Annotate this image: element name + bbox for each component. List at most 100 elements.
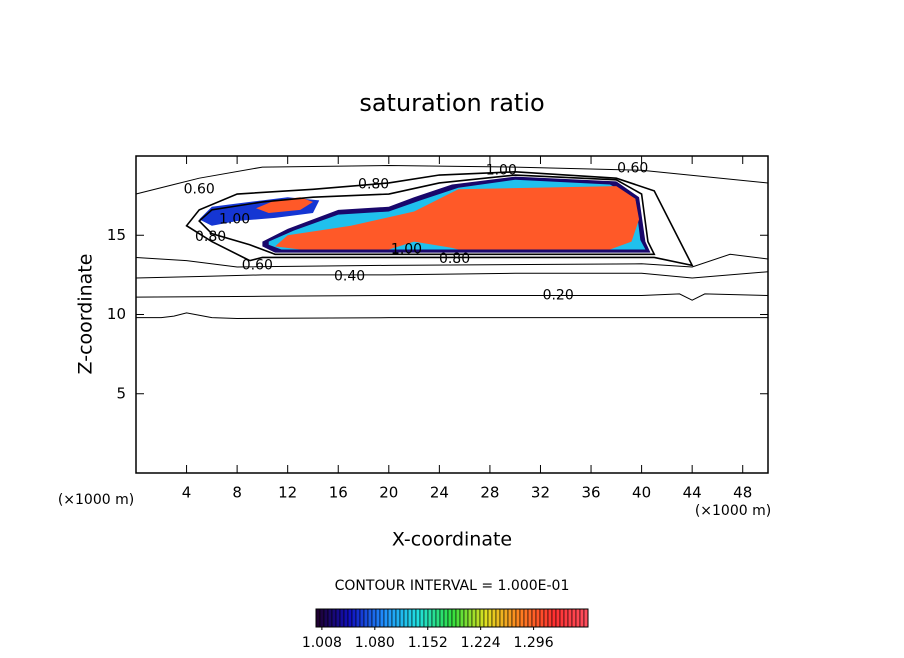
y-tick-label: 10: [107, 305, 126, 323]
contour-line: [135, 271, 769, 279]
colorbar-cell: [527, 608, 533, 628]
colorbar-cell: [399, 608, 405, 628]
y-unit-label: (×1000 m): [58, 492, 134, 508]
colorbar-cell: [563, 608, 569, 628]
contour-interval: CONTOUR INTERVAL = 1.000E-01: [335, 578, 570, 594]
colorbar-cell: [551, 608, 557, 628]
x-tick-label: 12: [278, 484, 297, 502]
x-tick-label: 20: [379, 484, 398, 502]
colorbar-cell: [411, 608, 417, 628]
colorbar-tick-label: 1.152: [408, 635, 448, 651]
colorbar-cell: [547, 608, 553, 628]
colorbar-cell: [467, 608, 473, 628]
colorbar-cell: [459, 608, 465, 628]
y-axis-label: Z-coordinate: [75, 254, 97, 375]
colorbar-cell: [403, 608, 409, 628]
colorbar-cell: [351, 608, 357, 628]
colorbar-cell: [331, 608, 337, 628]
colorbar-cell: [507, 608, 513, 628]
colorbar-cell: [391, 608, 397, 628]
contour-line: [185, 171, 694, 267]
colorbar-cell: [431, 608, 437, 628]
colorbar-cell: [567, 608, 573, 628]
colorbar-cell: [515, 608, 521, 628]
colorbar-cell: [463, 608, 469, 628]
colorbar-cell: [343, 608, 349, 628]
colorbar-cell: [575, 608, 581, 628]
y-tick-label: 5: [116, 384, 126, 402]
colorbar-cell: [535, 608, 541, 628]
filled-region: [275, 186, 640, 250]
contour-line: [136, 312, 768, 319]
chart-title: saturation ratio: [359, 89, 544, 117]
contour-label: 1.00: [391, 242, 422, 258]
contour-label: 0.60: [184, 181, 215, 197]
contour-label: 0.40: [334, 268, 365, 284]
colorbar-cell: [315, 608, 321, 628]
colorbar-cell: [451, 608, 457, 628]
colorbar-cell: [523, 608, 529, 628]
colorbar-cell: [491, 608, 497, 628]
colorbar-cell: [583, 608, 589, 628]
x-axis-label: X-coordinate: [392, 529, 512, 551]
contour-line: [135, 253, 769, 268]
colorbar-tick-label: 1.296: [514, 635, 554, 651]
colorbar-cell: [339, 608, 345, 628]
x-tick-label: 4: [182, 484, 192, 502]
colorbar-cell: [363, 608, 369, 628]
x-tick-label: 32: [531, 484, 550, 502]
contour-label: 0.60: [242, 257, 273, 273]
colorbar-cell: [379, 608, 385, 628]
x-tick-label: 8: [232, 484, 242, 502]
colorbar-cell: [347, 608, 353, 628]
x-tick-label: 48: [733, 484, 752, 502]
colorbar-cell: [455, 608, 461, 628]
colorbar-cell: [395, 608, 401, 628]
colorbar-cell: [487, 608, 493, 628]
contour-line: [135, 293, 769, 301]
colorbar-cell: [499, 608, 505, 628]
contour-label: 0.80: [358, 177, 389, 193]
x-tick-label: 40: [632, 484, 651, 502]
colorbar-cell: [519, 608, 525, 628]
colorbar-cell: [335, 608, 341, 628]
colorbar-cell: [327, 608, 333, 628]
colorbar-cell: [319, 608, 325, 628]
colorbar-cell: [511, 608, 517, 628]
colorbar-tick-label: 1.008: [302, 635, 342, 651]
contour-label: 0.80: [195, 229, 226, 245]
contour-label: 1.00: [486, 162, 517, 178]
contour-label: 0.80: [439, 251, 470, 267]
colorbar-cell: [323, 608, 329, 628]
colorbar-cell: [367, 608, 373, 628]
contour-label: 1.00: [219, 211, 250, 227]
x-tick-label: 36: [581, 484, 600, 502]
colorbar-cell: [447, 608, 453, 628]
colorbar-cell: [371, 608, 377, 628]
colorbar-cell: [571, 608, 577, 628]
contour-line: [198, 174, 656, 256]
x-tick-label: 24: [430, 484, 449, 502]
colorbar-cell: [531, 608, 537, 628]
colorbar-tick-label: 1.080: [355, 635, 395, 651]
x-unit-label: (×1000 m): [695, 503, 771, 519]
colorbar-cell: [419, 608, 425, 628]
colorbar-cell: [439, 608, 445, 628]
colorbar-cell: [495, 608, 501, 628]
colorbar-cell: [471, 608, 477, 628]
colorbar-tick-label: 1.224: [461, 635, 501, 651]
colorbar-cell: [503, 608, 509, 628]
x-tick-label: 16: [329, 484, 348, 502]
colorbar-cell: [543, 608, 549, 628]
y-tick-label: 15: [107, 226, 126, 244]
x-tick-label: 44: [683, 484, 702, 502]
colorbar-cell: [387, 608, 393, 628]
filled-region: [256, 197, 313, 214]
colorbar-cell: [443, 608, 449, 628]
colorbar-cell: [383, 608, 389, 628]
colorbar-cell: [479, 608, 485, 628]
x-tick-label: 28: [480, 484, 499, 502]
colorbar-cell: [475, 608, 481, 628]
contour-label: 0.60: [617, 161, 648, 177]
